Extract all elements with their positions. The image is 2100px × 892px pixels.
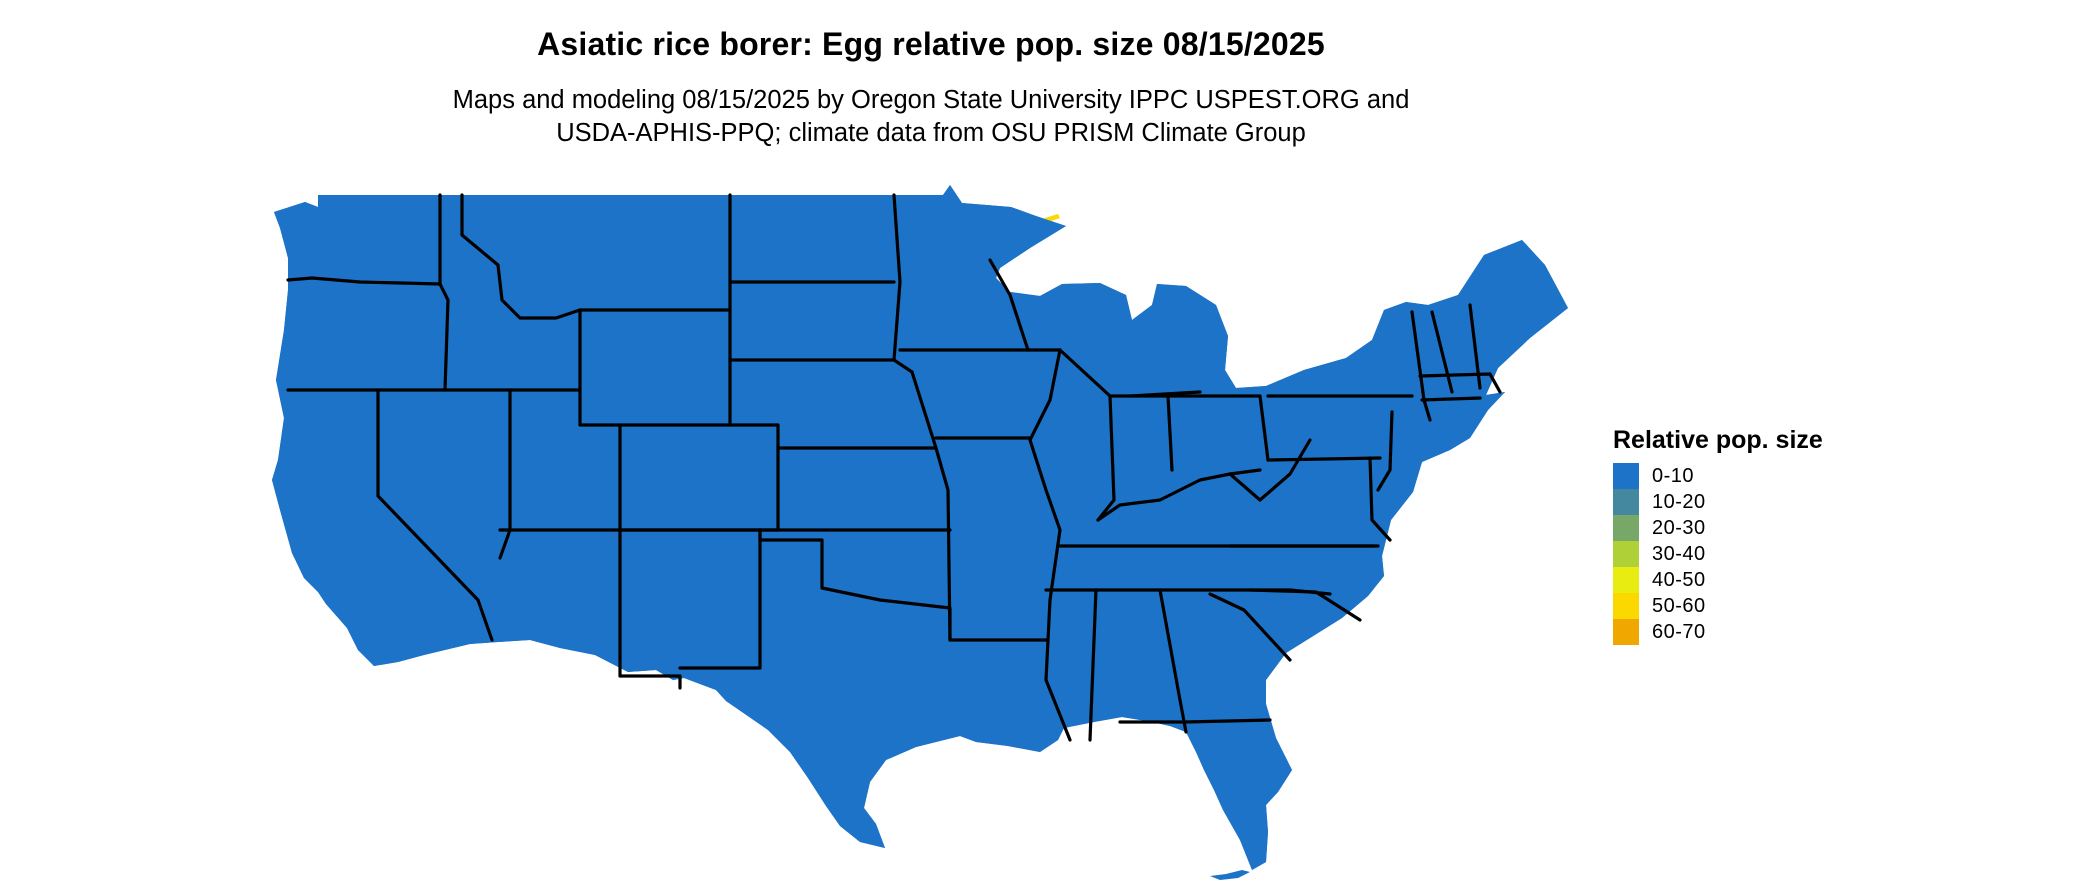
border-delmarva — [1368, 456, 1392, 542]
legend-swatch — [1613, 489, 1639, 515]
legend-item: 0-10 — [1613, 463, 1823, 489]
border-ut-co — [578, 388, 622, 532]
map-title: Asiatic rice borer: Egg relative pop. si… — [537, 26, 1325, 62]
border-ca-nv — [376, 388, 494, 642]
border-wa-or — [286, 276, 442, 286]
border-wy — [578, 308, 732, 427]
border-mississippi — [1028, 348, 1072, 742]
border-nj — [1376, 410, 1394, 492]
legend-swatch — [1613, 593, 1639, 619]
legend-label: 0-10 — [1652, 464, 1695, 487]
legend-swatch — [1613, 541, 1639, 567]
border-vt-nh — [1430, 310, 1454, 394]
map-subtitle: Maps and modeling 08/15/2025 by Oregon S… — [0, 84, 1862, 150]
border-nm-tx — [678, 528, 762, 670]
border-il-in — [1096, 394, 1116, 522]
legend-item: 60-70 — [1613, 619, 1823, 645]
legend-label: 50-60 — [1652, 594, 1706, 617]
border-id-mt — [460, 193, 582, 320]
florida-keys — [1210, 870, 1250, 880]
legend-swatch — [1613, 567, 1639, 593]
subtitle-line-1: Maps and modeling 08/15/2025 by Oregon S… — [452, 86, 1410, 114]
legend-item: 50-60 — [1613, 593, 1823, 619]
map-legend: Relative pop. size 0-10 10-20 20-30 30-40 40… — [1613, 426, 1823, 645]
legend-label: 30-40 — [1652, 542, 1706, 565]
legend-label: 10-20 — [1652, 490, 1706, 513]
border-ne-ia-mo — [910, 370, 952, 642]
legend-label: 20-30 — [1652, 516, 1706, 539]
border-ct-ri — [1420, 396, 1482, 402]
legend-item: 20-30 — [1613, 515, 1823, 541]
subtitle-line-2: USDA-APHIS-PPQ; climate data from OSU PR… — [556, 119, 1306, 147]
legend-label: 60-70 — [1652, 620, 1706, 643]
legend-title: Relative pop. size — [1613, 426, 1823, 454]
border-mi-oh — [1128, 390, 1202, 398]
border-pa-md — [1266, 456, 1382, 462]
legend-items: 0-10 10-20 20-30 30-40 40-50 50-60 60-70 — [1613, 463, 1823, 645]
border-id-wa-or — [438, 193, 450, 392]
border-wv-va — [1228, 438, 1312, 502]
border-nc-sc — [1248, 588, 1362, 622]
border-mn-wi — [988, 258, 1030, 352]
border-nd-mn — [892, 193, 902, 362]
border-wi-il — [1058, 348, 1112, 398]
border-az-nm — [618, 528, 682, 690]
legend-label: 40-50 — [1652, 568, 1706, 591]
border-ms-al — [1088, 588, 1098, 742]
legend-swatch — [1613, 463, 1639, 489]
legend-item: 40-50 — [1613, 567, 1823, 593]
border-ohio-river — [1096, 468, 1262, 522]
legend-swatch — [1613, 619, 1639, 645]
legend-item: 10-20 — [1613, 489, 1823, 515]
border-ga-sc — [1208, 592, 1292, 662]
legend-item: 30-40 — [1613, 541, 1823, 567]
legend-swatch — [1613, 515, 1639, 541]
border-oh-pa — [1166, 394, 1270, 462]
border-fl — [1118, 718, 1272, 724]
state-borders — [270, 183, 1570, 872]
border-ma — [1418, 372, 1502, 394]
